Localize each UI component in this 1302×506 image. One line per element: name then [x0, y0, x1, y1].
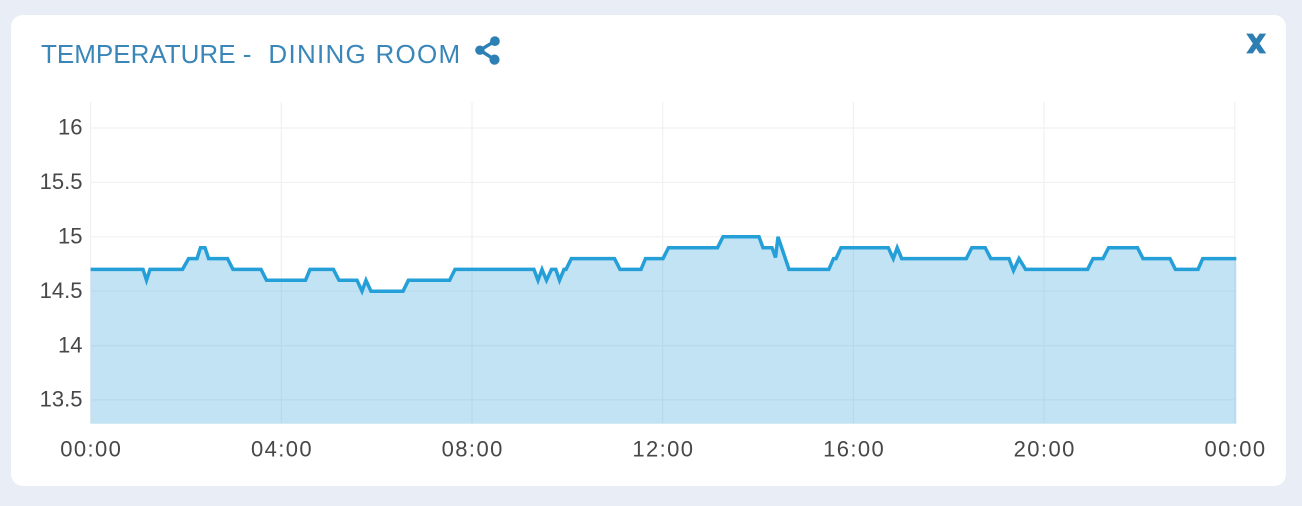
svg-text:08:00: 08:00 [442, 437, 504, 462]
svg-text:04:00: 04:00 [251, 437, 313, 462]
svg-text:00:00: 00:00 [60, 437, 122, 462]
svg-text:13.5: 13.5 [40, 387, 83, 412]
svg-text:14.5: 14.5 [40, 278, 83, 303]
svg-text:12:00: 12:00 [632, 437, 694, 462]
svg-text:15.5: 15.5 [40, 169, 83, 194]
svg-text:14: 14 [58, 332, 82, 357]
svg-text:00:00: 00:00 [1204, 437, 1266, 462]
svg-text:15: 15 [58, 224, 82, 249]
svg-text:16:00: 16:00 [823, 437, 885, 462]
svg-text:16: 16 [58, 115, 82, 140]
svg-text:20:00: 20:00 [1014, 437, 1076, 462]
